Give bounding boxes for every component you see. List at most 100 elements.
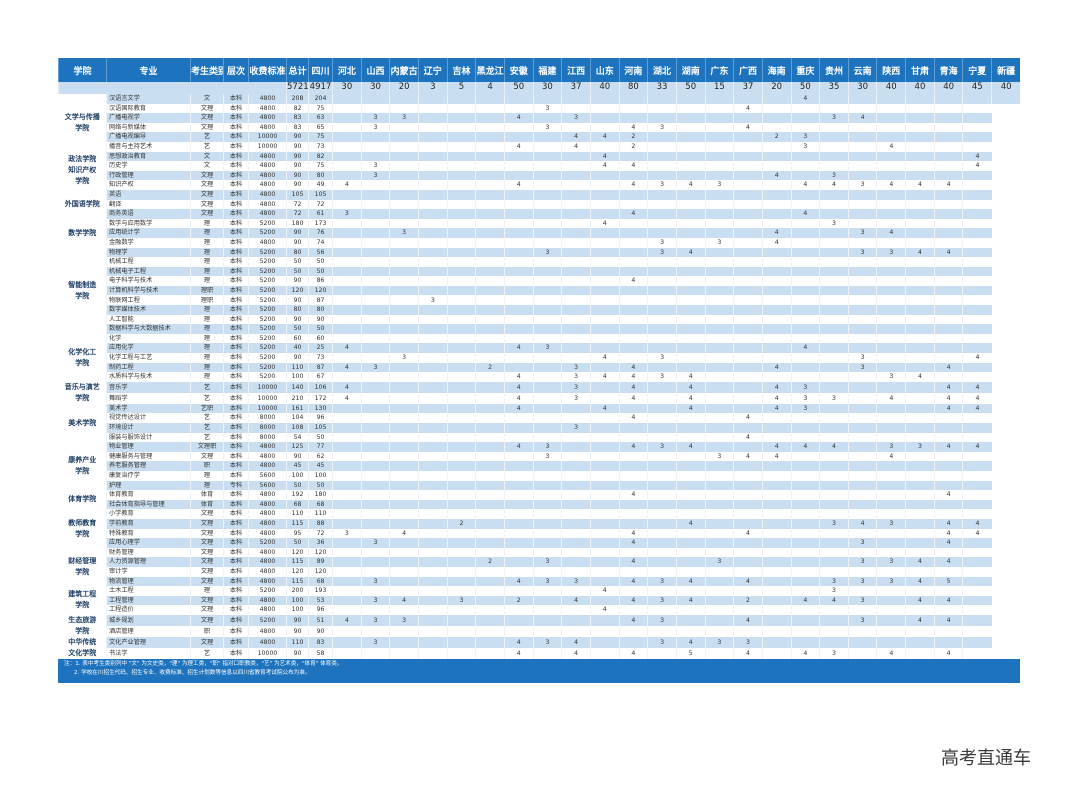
quota-cell: 37 <box>733 82 763 94</box>
table-cell <box>589 442 620 452</box>
table-cell: 文理 <box>190 614 224 626</box>
table-cell <box>389 122 419 133</box>
table-cell <box>647 94 677 104</box>
table-cell <box>332 305 362 315</box>
table-cell <box>589 547 620 558</box>
table-cell: 49 <box>308 180 333 190</box>
table-cell: 4 <box>389 595 419 606</box>
table-cell: 120 <box>286 566 309 577</box>
table-cell: 90 <box>308 625 333 637</box>
table-cell <box>847 372 877 382</box>
table-cell <box>503 295 534 306</box>
table-cell <box>417 257 448 267</box>
table-cell <box>475 324 505 334</box>
table-cell <box>704 499 734 510</box>
table-cell <box>790 189 820 200</box>
table-cell <box>733 237 763 248</box>
table-cell <box>446 625 476 637</box>
table-cell <box>332 625 362 637</box>
table-cell <box>704 285 734 296</box>
table-cell <box>704 343 734 354</box>
table-cell <box>618 170 648 181</box>
table-cell <box>790 432 820 443</box>
table-cell <box>360 324 390 334</box>
table-cell: 4 <box>761 442 791 452</box>
quota-cell: 15 <box>704 82 734 94</box>
table-cell: 本科 <box>223 470 249 481</box>
table-cell <box>618 605 648 615</box>
table-cell: 3 <box>647 237 677 248</box>
table-cell <box>561 189 591 200</box>
table-cell <box>704 372 734 382</box>
table-cell: 本科 <box>223 141 249 152</box>
column-header: 吉林 <box>446 58 476 82</box>
table-cell <box>589 94 620 104</box>
table-cell <box>962 499 992 510</box>
table-cell <box>561 451 591 462</box>
table-cell <box>389 218 419 229</box>
table-cell <box>589 614 620 626</box>
major-name: 思想政治教育 <box>106 151 191 162</box>
quota-cell: 20 <box>761 82 791 94</box>
table-cell <box>532 285 562 296</box>
table-cell <box>503 625 534 637</box>
table-cell: 4 <box>675 595 706 606</box>
table-cell: 4800 <box>248 576 287 587</box>
column-header: 甘肃 <box>905 58 935 82</box>
table-cell <box>446 305 476 315</box>
table-row: 翻译 文理 本科 4800 72 72 <box>59 199 1021 210</box>
table-cell <box>417 237 448 248</box>
table-cell <box>761 625 791 637</box>
table-cell <box>704 614 734 626</box>
table-cell <box>905 170 935 181</box>
table-cell: 108 <box>286 423 309 433</box>
admissions-plan-page: 学院 专业 考生类别 层次 收费标准 总计 四川 河北 山西 内蒙古 辽宁 吉林 黑龙江 安徽 福建 江西 山东… <box>58 58 1021 738</box>
table-cell: 3 <box>876 576 906 587</box>
table-cell: 75 <box>308 103 333 114</box>
table-cell <box>589 122 620 133</box>
table-cell <box>790 509 820 519</box>
table-cell: 3 <box>847 595 877 606</box>
table-cell <box>475 122 505 133</box>
table-cell <box>876 362 906 373</box>
table-cell <box>417 161 448 171</box>
table-cell <box>589 528 620 539</box>
table-cell <box>446 199 476 210</box>
table-cell: 90 <box>286 228 309 238</box>
table-cell <box>618 94 648 104</box>
table-cell <box>704 353 734 363</box>
table-cell: 3 <box>389 614 419 626</box>
table-cell: 4 <box>933 381 963 393</box>
table-cell: 10000 <box>248 392 287 404</box>
table-cell <box>704 276 734 286</box>
table-cell <box>332 161 362 171</box>
table-cell <box>589 324 620 334</box>
table-cell <box>417 490 448 500</box>
table-cell <box>332 566 362 577</box>
table-cell <box>933 625 963 637</box>
table-cell <box>532 305 562 315</box>
table-cell <box>618 333 648 344</box>
table-cell: 72 <box>308 528 333 539</box>
table-cell: 3 <box>704 237 734 248</box>
table-cell <box>876 625 906 637</box>
table-cell: 80 <box>308 305 333 315</box>
table-cell: 4 <box>876 141 906 152</box>
table-cell <box>417 372 448 382</box>
table-cell: 艺职 <box>190 403 224 414</box>
table-cell: 文理 <box>190 103 224 114</box>
table-cell <box>675 257 706 267</box>
table-cell <box>790 257 820 267</box>
table-cell: 40 <box>286 343 309 354</box>
table-cell <box>360 295 390 306</box>
table-cell <box>962 314 992 325</box>
table-cell <box>876 470 906 481</box>
table-cell <box>847 480 877 491</box>
table-cell: 本科 <box>223 94 249 104</box>
table-cell: 4800 <box>248 636 287 648</box>
table-cell <box>589 113 620 123</box>
table-cell <box>819 432 849 443</box>
table-cell <box>761 499 791 510</box>
table-cell <box>675 94 706 104</box>
table-row: 生态旅游 学院 城乡规划 文理 本科 5200 90 51 4 3 3 4 3 4 3 4 4 <box>58 614 1021 637</box>
